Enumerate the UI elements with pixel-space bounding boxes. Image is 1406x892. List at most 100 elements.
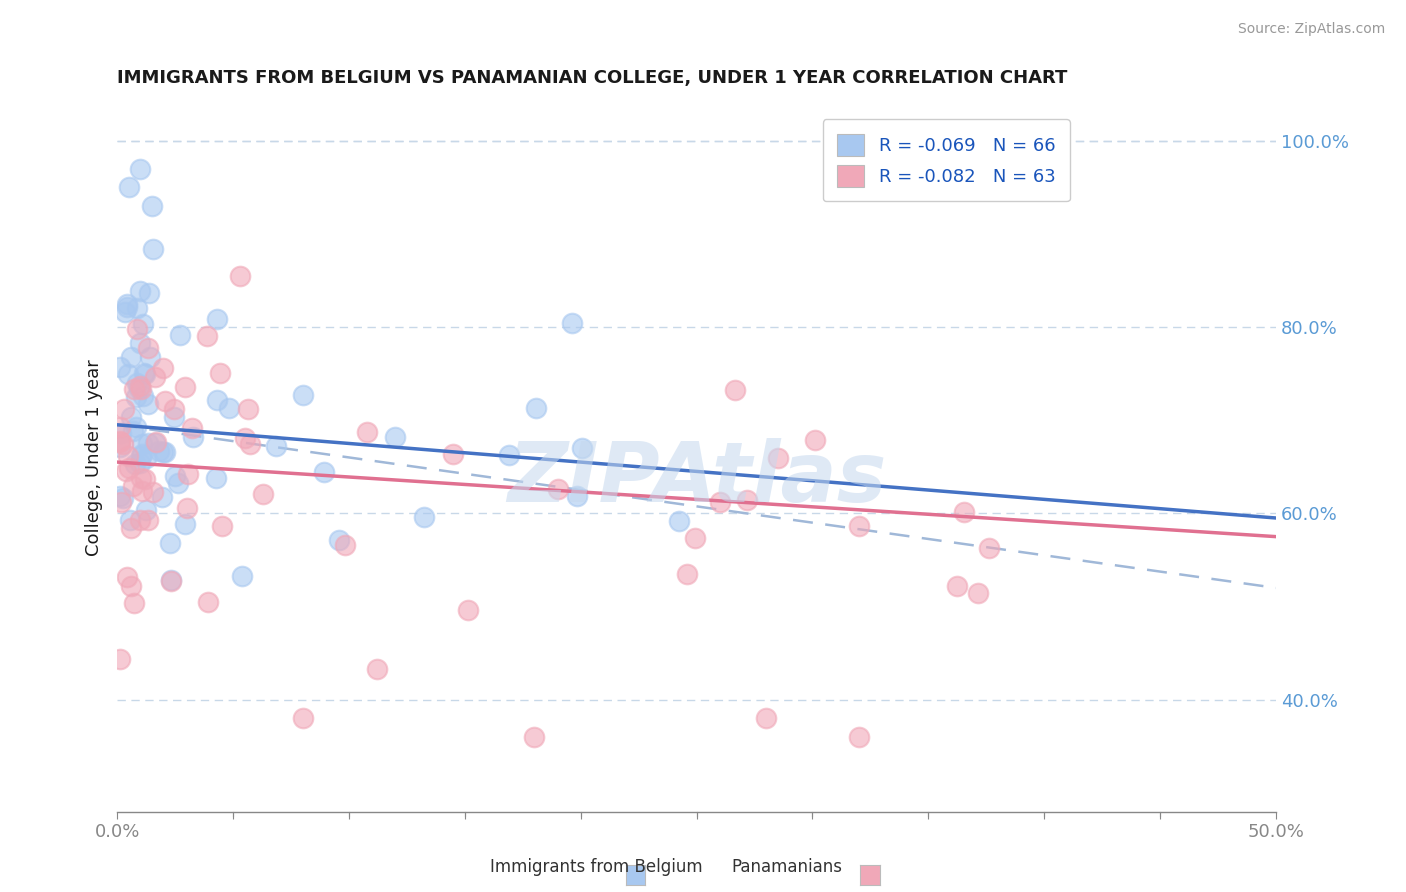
Point [174, 379, 197, 393]
Point [114, 305, 136, 319]
Point [129, 379, 152, 393]
Point [709, 495, 731, 509]
Point [125, 321, 148, 335]
Point [110, 425, 132, 440]
Point [547, 482, 569, 496]
Point [312, 466, 335, 480]
Text: Panamanians: Panamanians [731, 858, 842, 876]
Point [384, 430, 406, 444]
Text: Source: ZipAtlas.com: Source: ZipAtlas.com [1237, 22, 1385, 37]
Point [565, 489, 588, 503]
Text: ZIPAtlas: ZIPAtlas [508, 438, 886, 519]
Point [117, 570, 139, 584]
Point [122, 479, 145, 493]
Point [167, 476, 190, 491]
Point [152, 445, 174, 459]
Point [129, 383, 152, 397]
Point [356, 425, 378, 439]
Point [108, 359, 131, 374]
Point [153, 445, 176, 459]
Point [159, 574, 181, 588]
Point [181, 421, 204, 435]
Point [145, 436, 167, 450]
Point [108, 435, 131, 450]
Point [117, 449, 139, 463]
Point [676, 567, 699, 582]
Point [136, 396, 159, 410]
Point [291, 711, 314, 725]
Point [115, 464, 138, 478]
Point [136, 341, 159, 355]
Point [134, 367, 156, 381]
Point [218, 401, 240, 415]
Point [804, 433, 827, 447]
Point [208, 366, 231, 380]
Point [233, 431, 256, 445]
Point [139, 350, 162, 364]
Point [108, 441, 131, 455]
Point [498, 448, 520, 462]
Point [668, 514, 690, 528]
Point [110, 494, 132, 508]
Point [205, 471, 228, 485]
Point [207, 392, 229, 407]
Point [413, 509, 436, 524]
Point [125, 390, 148, 404]
Point [129, 456, 152, 470]
Point [366, 662, 388, 676]
Point [952, 505, 974, 519]
Point [127, 301, 149, 315]
Point [122, 596, 145, 610]
Point [229, 269, 252, 284]
Point [181, 430, 204, 444]
Point [125, 420, 148, 434]
Point [153, 394, 176, 409]
Point [131, 483, 153, 498]
Y-axis label: College, Under 1 year: College, Under 1 year [86, 359, 103, 556]
Point [231, 568, 253, 582]
Point [195, 329, 218, 343]
Point [945, 579, 967, 593]
Point [163, 402, 186, 417]
Point [112, 491, 135, 506]
Point [120, 350, 142, 364]
Point [292, 388, 315, 402]
Point [110, 489, 132, 503]
Point [683, 532, 706, 546]
Point [142, 484, 165, 499]
Point [524, 401, 547, 415]
Point [159, 573, 181, 587]
Point [110, 420, 132, 434]
Point [571, 441, 593, 455]
Point [112, 401, 135, 416]
Point [122, 424, 145, 438]
Text: Immigrants from Belgium: Immigrants from Belgium [491, 858, 703, 876]
Point [129, 449, 152, 463]
Point [125, 376, 148, 390]
Point [120, 513, 142, 527]
Point [766, 450, 789, 465]
Point [128, 336, 150, 351]
Point [118, 461, 141, 475]
Point [162, 409, 184, 424]
Point [169, 328, 191, 343]
Point [120, 579, 142, 593]
Point [117, 367, 139, 381]
Point [131, 447, 153, 461]
Point [131, 436, 153, 450]
Point [174, 516, 197, 531]
Point [136, 435, 159, 450]
Point [966, 586, 988, 600]
Point [135, 450, 157, 465]
Point [328, 533, 350, 548]
Point [134, 367, 156, 381]
Point [118, 180, 141, 194]
Point [561, 316, 583, 330]
Point [159, 536, 181, 550]
Point [132, 317, 155, 331]
Point [138, 285, 160, 300]
Point [108, 434, 131, 448]
Point [115, 300, 138, 314]
Point [122, 382, 145, 396]
Point [239, 437, 262, 451]
